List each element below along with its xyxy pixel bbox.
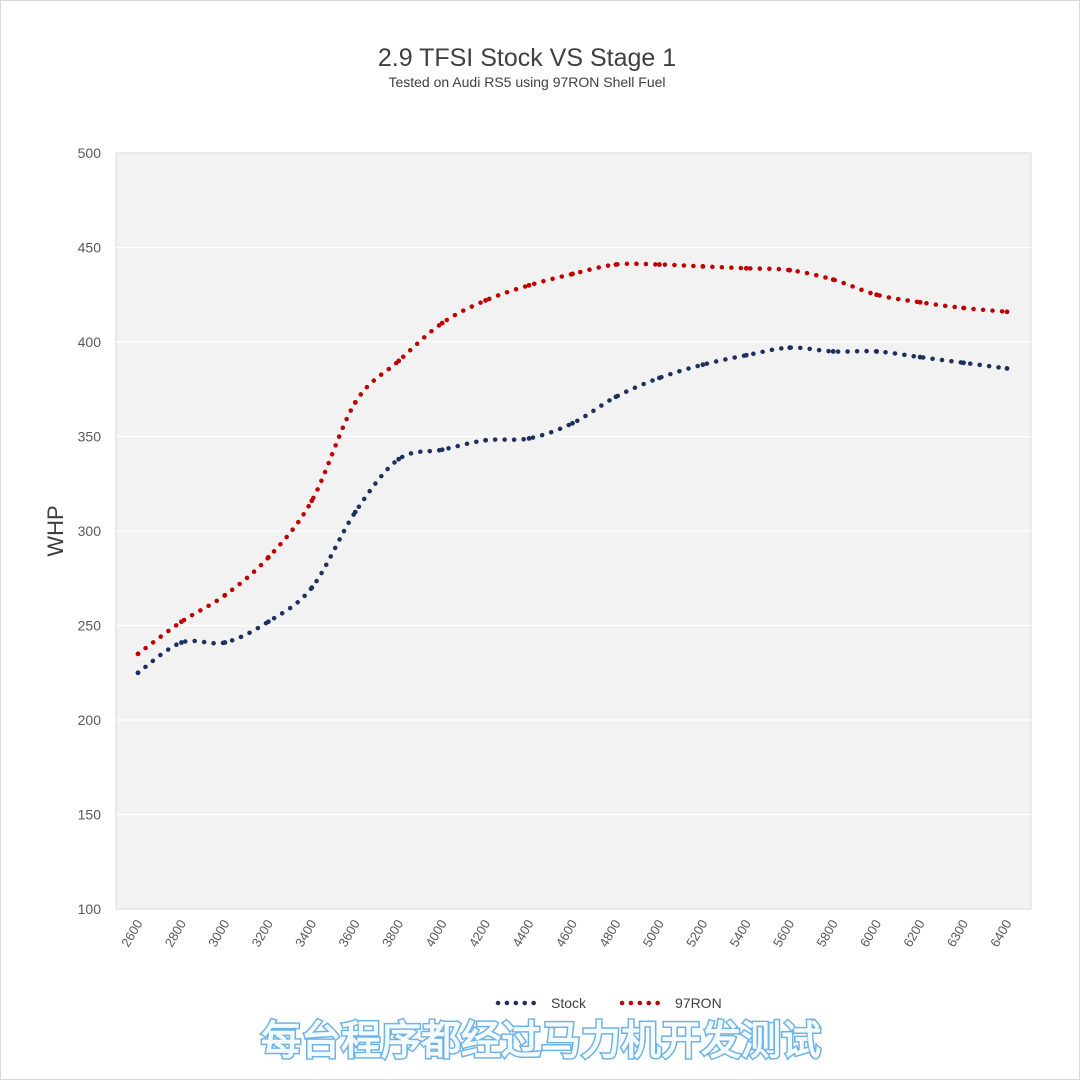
x-tick-label: 5000 — [640, 917, 667, 950]
data-point-97ron — [309, 498, 315, 504]
data-point-stock — [483, 437, 488, 443]
x-tick-label: 2800 — [162, 917, 189, 950]
data-point-stock — [526, 435, 532, 441]
data-point-stock — [135, 670, 141, 676]
data-point-97ron — [526, 282, 532, 288]
data-point-stock — [830, 349, 836, 354]
chart-subtitle: Tested on Audi RS5 using 97RON Shell Fue… — [388, 74, 665, 90]
x-tick-label: 5600 — [770, 917, 797, 950]
y-tick-label: 100 — [78, 901, 102, 917]
x-tick-label: 6400 — [987, 917, 1014, 950]
data-point-stock — [1004, 366, 1010, 371]
data-point-stock — [309, 585, 315, 591]
x-tick-label: 5800 — [813, 917, 840, 950]
data-point-97ron — [613, 262, 619, 267]
data-point-stock — [265, 619, 271, 625]
data-point-97ron — [743, 265, 749, 271]
data-point-97ron — [874, 292, 880, 298]
data-point-stock — [179, 640, 184, 645]
data-point-97ron — [396, 358, 402, 364]
x-tick-label: 3000 — [205, 917, 232, 950]
legend-label-stock: Stock — [551, 995, 587, 1011]
y-tick-label: 350 — [78, 429, 102, 445]
y-axis-label: WHP — [43, 505, 68, 556]
data-point-stock — [439, 447, 445, 453]
gridlines — [116, 246, 1031, 816]
data-point-97ron — [830, 277, 836, 283]
data-point-97ron — [265, 555, 271, 560]
x-tick-label: 5200 — [683, 917, 710, 950]
series-line-stock — [135, 345, 1010, 675]
watermark-text: 每台程序都经过马力机开发测试 — [261, 1018, 821, 1064]
data-point-stock — [396, 456, 402, 462]
y-tick-label: 150 — [78, 807, 102, 823]
x-tick-label: 2600 — [118, 917, 145, 950]
legend: Stock 97RON — [495, 995, 722, 1011]
data-point-stock — [352, 509, 358, 515]
x-tick-label: 5400 — [726, 917, 753, 950]
data-point-stock — [613, 394, 619, 400]
x-tick-label: 4400 — [509, 917, 536, 950]
data-point-97ron — [570, 271, 575, 277]
data-point-stock — [787, 345, 793, 351]
data-point-97ron — [700, 264, 706, 269]
data-point-97ron — [222, 592, 228, 598]
y-tick-label: 400 — [78, 334, 102, 350]
x-tick-label: 4000 — [422, 917, 449, 950]
data-point-stock — [222, 640, 228, 645]
data-point-97ron — [483, 298, 488, 303]
y-tick-label: 500 — [78, 145, 102, 161]
data-point-97ron — [179, 619, 184, 625]
series-layer — [135, 261, 1010, 676]
data-point-stock — [743, 352, 749, 358]
data-point-97ron — [352, 400, 358, 405]
x-tick-label: 3200 — [248, 917, 275, 950]
y-tick-label: 250 — [78, 618, 102, 634]
series-line-97ron — [135, 261, 1010, 657]
x-tick-label: 6300 — [944, 917, 971, 950]
chart-title: 2.9 TFSI Stock VS Stage 1 — [378, 44, 676, 72]
data-point-stock — [700, 362, 706, 368]
y-tick-label: 450 — [78, 240, 102, 256]
x-tick-label: 4800 — [596, 917, 623, 950]
data-point-97ron — [787, 267, 793, 273]
y-axis-ticks: 100 150 200 250 300 350 400 450 500 — [78, 145, 102, 917]
x-tick-label: 3400 — [292, 917, 319, 950]
data-point-stock — [874, 349, 880, 354]
data-point-97ron — [961, 305, 966, 311]
data-point-97ron — [1004, 309, 1010, 315]
data-point-stock — [961, 360, 966, 366]
x-tick-label: 4600 — [553, 917, 580, 950]
legend-label-97ron: 97RON — [675, 995, 722, 1011]
x-axis-ticks: 2600 2800 3000 3200 3400 3600 3800 4000 4200 4400… — [118, 917, 1014, 950]
x-tick-label: 3600 — [335, 917, 362, 950]
data-point-stock — [657, 375, 662, 381]
data-point-97ron — [657, 262, 662, 267]
y-tick-label: 300 — [78, 523, 102, 539]
data-point-97ron — [439, 320, 445, 326]
y-tick-label: 200 — [78, 712, 102, 728]
x-tick-label: 6000 — [857, 917, 884, 950]
data-point-97ron — [917, 299, 923, 305]
x-tick-label: 6200 — [900, 917, 927, 950]
x-tick-label: 4200 — [466, 917, 493, 950]
data-point-97ron — [135, 651, 141, 657]
data-point-stock — [570, 420, 575, 426]
data-point-stock — [917, 354, 923, 360]
x-tick-label: 3800 — [379, 917, 406, 950]
